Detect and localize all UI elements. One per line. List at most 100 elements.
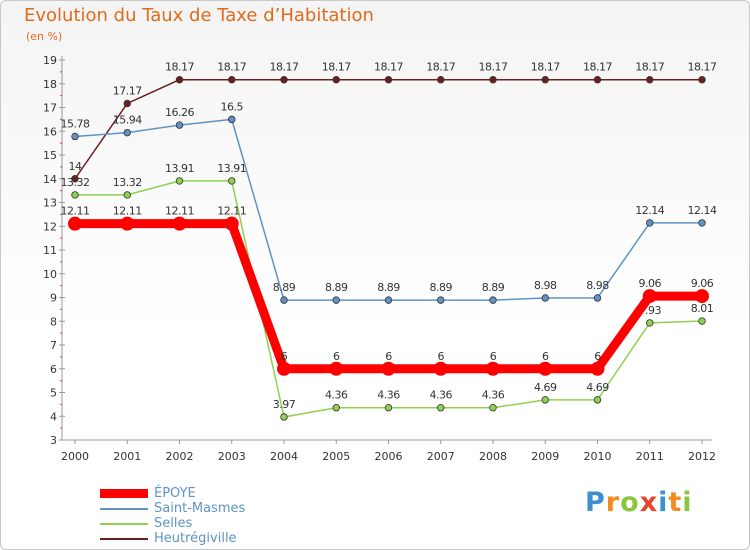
data-label: 6 <box>281 350 288 363</box>
data-label: 6 <box>385 350 392 363</box>
data-point <box>590 361 605 376</box>
y-tick-label: 19 <box>43 54 57 67</box>
data-point <box>332 296 340 304</box>
data-label: 8.89 <box>273 281 296 294</box>
data-label: 18.17 <box>635 61 664 74</box>
y-tick-label: 5 <box>50 387 57 400</box>
x-tick-label: 2001 <box>113 450 141 463</box>
x-tick-label: 2000 <box>61 450 89 463</box>
data-label: 6 <box>490 350 497 363</box>
x-tick-label: 2008 <box>479 450 507 463</box>
data-point <box>538 361 553 376</box>
data-point <box>175 177 184 185</box>
series-line <box>75 219 702 374</box>
data-label: 6 <box>594 350 601 363</box>
data-label: 8.89 <box>482 281 505 294</box>
y-tick-label: 13 <box>43 197 57 210</box>
data-point <box>332 76 340 84</box>
data-label: 4.36 <box>482 389 505 402</box>
data-point <box>593 76 602 84</box>
data-label: 18.17 <box>479 61 508 74</box>
data-point <box>541 76 549 84</box>
data-label: 16.26 <box>165 106 194 119</box>
logo-letter: o <box>620 487 640 518</box>
data-point <box>642 289 657 304</box>
y-tick-label: 12 <box>43 220 57 233</box>
data-label: 13.32 <box>113 176 142 189</box>
data-point <box>228 76 236 84</box>
legend-label-selles: Selles <box>154 516 193 531</box>
data-point <box>123 128 131 137</box>
data-point <box>123 99 131 108</box>
y-tick-label: 10 <box>43 268 57 281</box>
data-label: 18.17 <box>426 61 455 74</box>
legend-swatch-heutregiville <box>100 538 148 540</box>
data-point <box>332 404 340 412</box>
x-tick-label: 2009 <box>531 450 559 463</box>
y-tick-label: 6 <box>50 363 57 376</box>
data-point <box>541 396 549 404</box>
proxiti-logo: Proxiti <box>585 487 693 518</box>
x-tick-label: 2010 <box>584 450 612 463</box>
y-tick-label: 14 <box>43 173 57 186</box>
data-label: 18.17 <box>583 61 612 74</box>
data-point <box>224 216 239 231</box>
x-tick-label: 2003 <box>218 450 246 463</box>
data-point <box>695 289 709 304</box>
data-label: 18.17 <box>531 61 560 74</box>
chart-subtitle: (en %) <box>26 30 63 43</box>
data-point <box>71 132 79 141</box>
data-label: 12.11 <box>61 205 90 218</box>
data-label: 12.11 <box>165 205 194 218</box>
legend-item-epoye: ÉPOYE <box>100 486 340 501</box>
y-tick-label: 3 <box>50 434 57 447</box>
data-point <box>593 294 602 302</box>
logo-letter: i <box>682 487 693 518</box>
data-label: 18.17 <box>165 61 194 74</box>
data-label: 17.17 <box>113 84 142 97</box>
data-label: 4.36 <box>377 389 400 402</box>
data-label: 6 <box>438 350 445 363</box>
data-point <box>698 219 706 227</box>
data-label: 12.11 <box>113 205 142 218</box>
legend-swatch-epoye <box>100 489 148 498</box>
data-label: 18.17 <box>688 61 717 74</box>
legend-label-epoye: ÉPOYE <box>154 486 196 501</box>
data-label: 8.01 <box>691 302 714 315</box>
data-label: 12.14 <box>688 204 717 217</box>
data-point <box>384 404 393 412</box>
data-label: 4.36 <box>430 389 453 402</box>
y-tick-label: 17 <box>43 102 57 115</box>
data-point <box>489 296 497 304</box>
y-tick-label: 16 <box>43 125 57 138</box>
data-point <box>437 76 445 84</box>
data-point <box>123 191 131 199</box>
data-label: 6 <box>542 350 549 363</box>
data-point <box>433 361 448 376</box>
legend-label-heutregiville: Heutrégiville <box>154 531 237 546</box>
data-point <box>384 296 393 304</box>
data-label: 13.91 <box>165 162 194 175</box>
data-point <box>68 216 82 231</box>
logo-letter: x <box>639 487 659 518</box>
x-tick-label: 2011 <box>636 450 664 463</box>
chart-title: Evolution du Taux de Taxe d’Habitation <box>24 5 374 26</box>
data-point <box>593 396 602 404</box>
data-point <box>437 404 445 412</box>
data-label: 8.89 <box>377 281 400 294</box>
x-tick-label: 2012 <box>688 450 716 463</box>
data-point <box>489 76 497 84</box>
legend-swatch-saint-masmes <box>100 508 148 510</box>
y-tick-label: 8 <box>50 315 57 328</box>
data-label: 15.94 <box>113 114 142 127</box>
legend-swatch-selles <box>100 523 148 525</box>
data-point <box>172 216 187 231</box>
data-point <box>329 361 344 376</box>
data-label: 8.98 <box>586 279 609 292</box>
data-point <box>280 76 288 84</box>
data-point <box>698 76 706 84</box>
data-point <box>280 413 288 421</box>
y-tick-label: 4 <box>50 410 57 423</box>
data-label: 14 <box>69 160 82 173</box>
